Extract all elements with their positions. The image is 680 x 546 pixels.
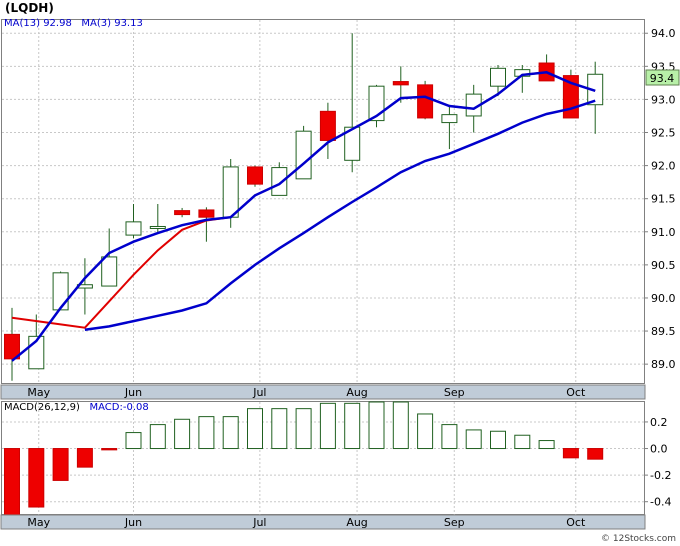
macd-bar-positive	[441, 424, 458, 450]
candle-down	[247, 166, 263, 185]
last-price-tag	[645, 69, 680, 86]
macd-legend-label: MACD(26,12,9)	[4, 402, 80, 413]
macd-histogram	[4, 401, 604, 527]
macd-bar-positive	[319, 402, 336, 450]
last-price-label: 93.4	[650, 72, 675, 85]
candle-down	[198, 209, 215, 218]
candle-up	[149, 225, 166, 229]
price-tick-label: 94.0	[651, 27, 676, 40]
price-month-label: Sep	[444, 386, 465, 399]
macd-bar-positive	[417, 413, 434, 450]
ma13-line	[84, 99, 596, 331]
candle-up	[271, 167, 288, 196]
x-axis-labels: May May Jun Jun Jul Jul Aug Aug Sep Sep Oct Oct	[27, 386, 586, 529]
macd-legend: MACD(26,12,9) MACD:-0.08	[4, 402, 149, 413]
ma3-legend-label: MA(3)	[81, 18, 112, 29]
ma13-legend-label: MA(13)	[4, 18, 40, 29]
price-month-label: Jun	[124, 386, 142, 399]
macd-bar-positive	[174, 418, 191, 450]
macd-bar-negative	[52, 448, 69, 481]
price-tick-label: 93.0	[651, 93, 676, 106]
macd-bar-positive	[247, 408, 263, 450]
price-month-label: Oct	[566, 386, 586, 399]
price-tick-label: 89.5	[651, 325, 676, 338]
macd-bar-positive	[514, 434, 531, 450]
candle-down	[174, 210, 191, 216]
macd-bar-positive	[368, 401, 385, 450]
macd-bar-negative	[587, 448, 604, 460]
price-panel-frame	[1, 19, 645, 384]
candle-down	[392, 81, 409, 86]
macd-bar-negative	[76, 448, 93, 468]
macd-bar-positive	[490, 430, 506, 450]
macd-tick-label: -0.4	[650, 496, 671, 509]
candle-up	[52, 272, 69, 311]
macd-month-label: Oct	[566, 516, 586, 529]
price-month-label: Aug	[346, 386, 367, 399]
price-tick-label: 90.5	[651, 259, 676, 272]
candle-down	[4, 333, 20, 360]
ma3-legend-value: 93.13	[114, 18, 143, 29]
macd-bar-positive	[538, 440, 555, 450]
candle-up	[101, 256, 118, 287]
macd-bar-negative	[28, 448, 45, 508]
macd-bar-positive	[271, 408, 288, 450]
macd-month-label: Aug	[346, 516, 367, 529]
candle-up	[344, 126, 361, 161]
macd-bar-negative	[101, 448, 118, 451]
price-tick-label: 91.5	[651, 193, 676, 206]
macd-legend-value: MACD:-0.08	[89, 402, 149, 413]
macd-bar-positive	[392, 401, 409, 450]
price-legend: MA(13) 92.98 MA(3) 93.13	[4, 18, 143, 29]
macd-tick-label: 0.0	[650, 443, 668, 456]
ma-fast-line	[11, 71, 596, 362]
macd-month-label: May	[27, 516, 50, 529]
macd-bar-positive	[295, 408, 312, 450]
candle-up	[222, 166, 239, 218]
macd-bar-positive	[149, 424, 166, 450]
macd-bar-negative	[562, 448, 579, 459]
price-month-label: May	[27, 386, 50, 399]
macd-axis: 0.2 0.0 -0.2 -0.4	[644, 416, 671, 509]
candle-up	[441, 114, 458, 124]
macd-bar-negative	[4, 448, 20, 527]
macd-month-label: Sep	[444, 516, 465, 529]
ma13-legend-value: 92.98	[43, 18, 72, 29]
price-tick-label: 92.5	[651, 127, 676, 140]
macd-bar-positive	[222, 416, 239, 450]
macd-month-label: Jul	[252, 516, 266, 529]
candle-down	[319, 110, 336, 141]
macd-bar-positive	[198, 416, 215, 450]
macd-bar-positive	[344, 402, 361, 450]
price-tick-label: 92.0	[651, 160, 676, 173]
macd-tick-label: -0.2	[650, 469, 671, 482]
macd-bar-positive	[125, 432, 142, 450]
macd-month-label: Jun	[124, 516, 142, 529]
macd-bar-positive	[465, 429, 482, 450]
candle-up	[295, 130, 312, 180]
symbol-label: (LQDH)	[5, 1, 54, 15]
price-month-label: Jul	[252, 386, 266, 399]
price-tick-label: 90.0	[651, 292, 676, 305]
candle-up	[490, 67, 506, 87]
candle-up	[125, 221, 142, 236]
price-tick-label: 89.0	[651, 358, 676, 371]
macd-date-axis-bar	[0, 514, 646, 530]
price-tick-label: 91.0	[651, 226, 676, 239]
candle-down	[417, 84, 434, 119]
macd-tick-label: 0.2	[650, 416, 668, 429]
price-date-axis-bar	[0, 384, 646, 400]
copyright-text: © 12Stocks.com	[601, 534, 676, 544]
